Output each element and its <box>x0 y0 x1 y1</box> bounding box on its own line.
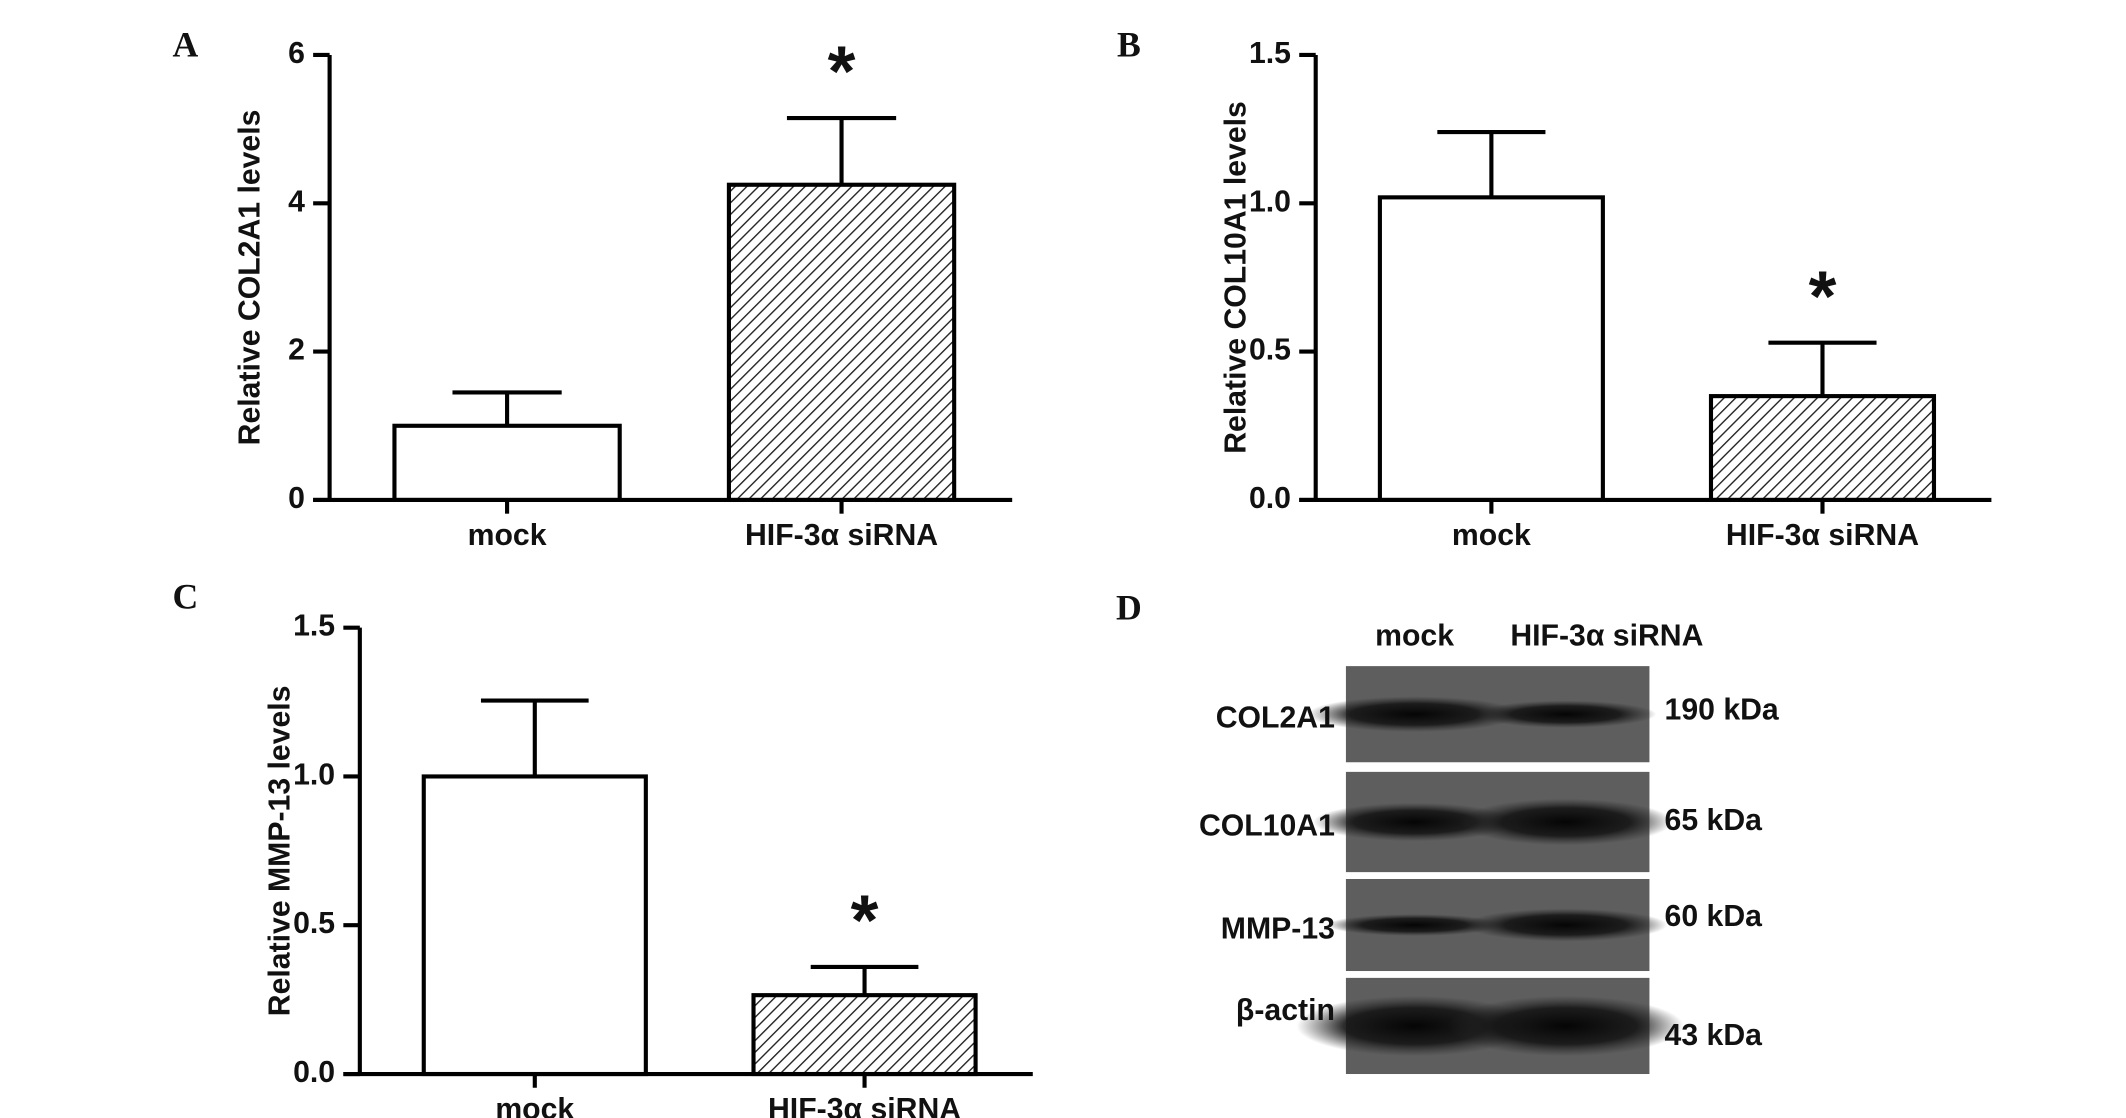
x-tick-label: mock <box>495 1093 574 1118</box>
y-tick-label: 0.5 <box>293 907 335 940</box>
bar <box>392 423 622 503</box>
y-tick-label: 0 <box>288 482 305 515</box>
bar <box>1708 394 1937 503</box>
x-tick-label: HIF-3α siRNA <box>768 1093 961 1118</box>
y-axis-label: Relative MMP-13 levels <box>264 685 297 1016</box>
protein-label: MMP-13 <box>1221 912 1335 945</box>
panel-label: D <box>1116 587 1142 627</box>
y-tick-label: 0.5 <box>1249 334 1291 367</box>
y-tick-label: 1.5 <box>1249 37 1291 70</box>
lane-label: HIF-3α siRNA <box>1510 619 1703 652</box>
lane-label: mock <box>1375 619 1454 652</box>
blot-band <box>1475 700 1657 728</box>
y-tick-label: 6 <box>288 37 305 70</box>
blot-band <box>1447 995 1684 1057</box>
significance-mark: * <box>851 881 879 961</box>
blot-band <box>1312 802 1517 842</box>
y-tick-label: 0.0 <box>293 1056 335 1089</box>
y-tick-label: 0.0 <box>1249 482 1291 515</box>
bar <box>1377 195 1605 503</box>
protein-label: β-actin <box>1236 994 1335 1027</box>
protein-label: COL10A1 <box>1199 809 1335 842</box>
blot-band <box>1326 914 1503 936</box>
y-axis-label: Relative COL10A1 levels <box>1219 101 1252 454</box>
y-tick-label: 1.5 <box>293 610 335 643</box>
y-tick-label: 4 <box>288 185 305 218</box>
size-label: 65 kDa <box>1665 804 1763 837</box>
protein-label: COL2A1 <box>1216 702 1335 735</box>
y-tick-label: 2 <box>288 334 305 367</box>
size-label: 190 kDa <box>1665 693 1779 726</box>
y-tick-label: 1.0 <box>1249 185 1291 218</box>
x-tick-label: HIF-3α siRNA <box>745 519 938 552</box>
x-tick-label: mock <box>468 519 547 552</box>
bar <box>751 993 978 1077</box>
bar <box>421 774 648 1077</box>
blot-band <box>1464 908 1668 942</box>
x-tick-label: HIF-3α siRNA <box>1726 519 1919 552</box>
size-label: 43 kDa <box>1665 1019 1763 1052</box>
bar <box>726 182 957 503</box>
panel-label: C <box>173 576 199 616</box>
panel-label: A <box>173 24 199 64</box>
blot-band <box>1458 798 1673 846</box>
blot-band <box>1307 696 1522 733</box>
panel-label: B <box>1117 24 1141 64</box>
y-axis-label: Relative COL2A1 levels <box>233 110 266 446</box>
x-tick-label: mock <box>1452 519 1531 552</box>
significance-mark: * <box>1809 256 1837 336</box>
y-tick-label: 1.0 <box>293 758 335 791</box>
size-label: 60 kDa <box>1665 900 1763 933</box>
significance-mark: * <box>828 32 856 112</box>
